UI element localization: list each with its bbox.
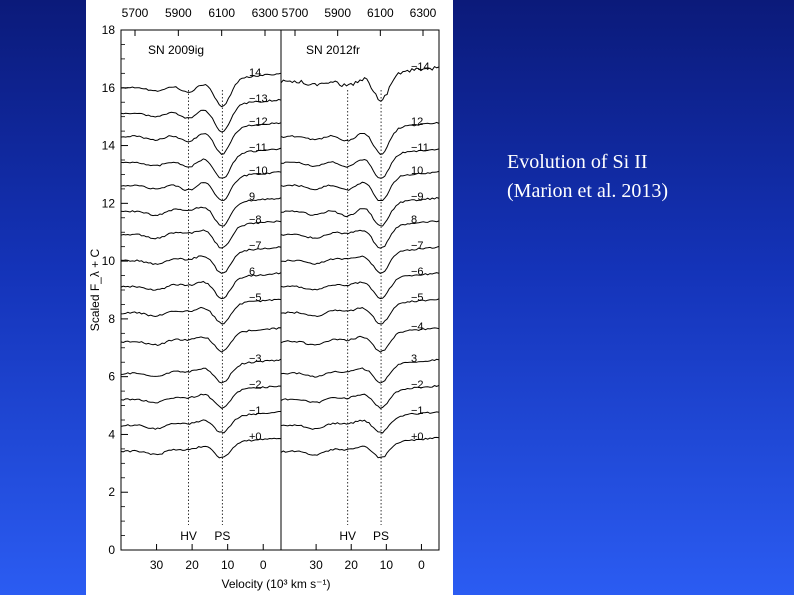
spectrum-line — [120, 147, 282, 179]
spectrum-line — [280, 384, 440, 409]
spectrum-line — [280, 298, 440, 325]
reference-label-ps: PS — [214, 529, 230, 543]
spectrum-line — [281, 245, 440, 274]
epoch-label: −2 — [411, 379, 424, 391]
epoch-label: −14 — [411, 61, 430, 73]
spectrum-line — [120, 327, 282, 353]
spectra-figure: SN 2009ig SN 2012fr Scaled F_λ + C Veloc… — [86, 0, 453, 595]
x-axis-label: Velocity (10³ km s⁻¹) — [221, 577, 330, 591]
x-tick-label: 30 — [150, 558, 164, 572]
y-tick-label: 8 — [108, 312, 115, 326]
wavelength-tick-label: 6300 — [252, 6, 279, 20]
y-tick-label: 6 — [108, 370, 115, 384]
wavelength-tick-label: 5700 — [122, 6, 149, 20]
reference-label-ps: PS — [373, 529, 389, 543]
epoch-label: −12 — [249, 116, 268, 128]
spectrum-line — [280, 170, 440, 201]
spectrum-line — [120, 122, 282, 155]
y-tick-label: 12 — [102, 196, 116, 210]
panel-title-left: SN 2009ig — [148, 43, 204, 57]
spectrum-line — [280, 65, 440, 102]
spectrum-line — [120, 220, 282, 249]
epoch-label: −9 — [411, 191, 424, 203]
spectrum-line — [120, 72, 282, 108]
spectrum-line — [280, 148, 440, 179]
y-axis-label: Scaled F_λ + C — [88, 248, 102, 331]
epoch-label: +0 — [411, 431, 424, 443]
reference-label-hv: HV — [339, 529, 356, 543]
panel-title-right: SN 2012fr — [306, 43, 360, 57]
spectrum-line — [120, 98, 282, 133]
spectrum-line — [280, 327, 440, 353]
wavelength-tick-label: 6100 — [367, 6, 394, 20]
epoch-label: −7 — [249, 240, 262, 252]
spectrum-line — [120, 246, 282, 274]
epoch-label: 6 — [249, 266, 255, 278]
spectrum-line — [280, 411, 440, 434]
y-tick-label: 0 — [108, 543, 115, 557]
wavelength-tick-label: 5700 — [282, 6, 309, 20]
y-tick-label: 16 — [102, 81, 116, 95]
caption-line-2: (Marion et al. 2013) — [507, 180, 669, 202]
y-tick-label: 14 — [102, 139, 116, 153]
epoch-label: +0 — [249, 431, 262, 443]
epoch-label: 10 — [411, 165, 423, 177]
x-tick-label: 10 — [221, 558, 235, 572]
si-ii-evolution-chart: SN 2009ig SN 2012fr Scaled F_λ + C Veloc… — [88, 6, 440, 591]
spectrum-line — [280, 220, 440, 249]
x-tick-label: 20 — [185, 558, 199, 572]
y-tick-label: 2 — [108, 485, 115, 499]
epoch-label: −8 — [249, 214, 262, 226]
x-tick-label: 0 — [418, 558, 425, 572]
reference-label-hv: HV — [180, 529, 197, 543]
spectrum-line — [280, 272, 440, 300]
epoch-label: 3 — [411, 353, 417, 365]
epoch-label: 14 — [249, 67, 261, 79]
spectrum-line — [120, 272, 282, 300]
epoch-label: 12 — [411, 116, 423, 128]
epoch-label: 8 — [411, 214, 417, 226]
epoch-label: −10 — [249, 165, 268, 177]
epoch-label: −13 — [249, 93, 268, 105]
epoch-label: −1 — [411, 405, 424, 417]
x-tick-label: 0 — [260, 558, 267, 572]
wavelength-tick-label: 6300 — [410, 6, 437, 20]
epoch-label: −1 — [249, 405, 262, 417]
y-tick-label: 18 — [102, 23, 116, 37]
spectrum-line — [120, 171, 282, 201]
epoch-label: −5 — [249, 292, 262, 304]
plot-frame — [120, 29, 440, 551]
epoch-label: −7 — [411, 240, 424, 252]
spectrum-line — [120, 437, 282, 459]
y-tick-label: 10 — [102, 254, 116, 268]
x-tick-label: 10 — [380, 558, 394, 572]
epoch-label: −5 — [411, 292, 424, 304]
spectrum-line — [280, 358, 440, 384]
spectrum-line — [120, 411, 281, 434]
epoch-label: −3 — [249, 353, 262, 365]
caption-line-1: Evolution of Si II — [507, 151, 648, 173]
spectrum-line — [120, 298, 282, 325]
epoch-label: −2 — [249, 379, 262, 391]
epoch-label: −6 — [411, 266, 424, 278]
spectrum-line — [120, 385, 282, 409]
epoch-label: −4 — [411, 321, 424, 333]
spectrum-line — [120, 358, 282, 384]
spectrum-line — [280, 121, 440, 155]
epoch-label: −11 — [249, 142, 267, 154]
spectrum-line — [280, 436, 440, 459]
wavelength-tick-label: 5900 — [165, 6, 192, 20]
epoch-label: −11 — [411, 142, 429, 154]
x-tick-label: 20 — [345, 558, 359, 572]
wavelength-tick-label: 6100 — [208, 6, 235, 20]
wavelength-tick-label: 5900 — [324, 6, 351, 20]
spectrum-line — [120, 197, 282, 227]
spectrum-line — [280, 196, 440, 227]
epoch-label: 9 — [249, 191, 255, 203]
x-tick-label: 30 — [309, 558, 323, 572]
y-tick-label: 4 — [108, 427, 115, 441]
slide-caption: Evolution of Si II (Marion et al. 2013) — [507, 148, 668, 206]
